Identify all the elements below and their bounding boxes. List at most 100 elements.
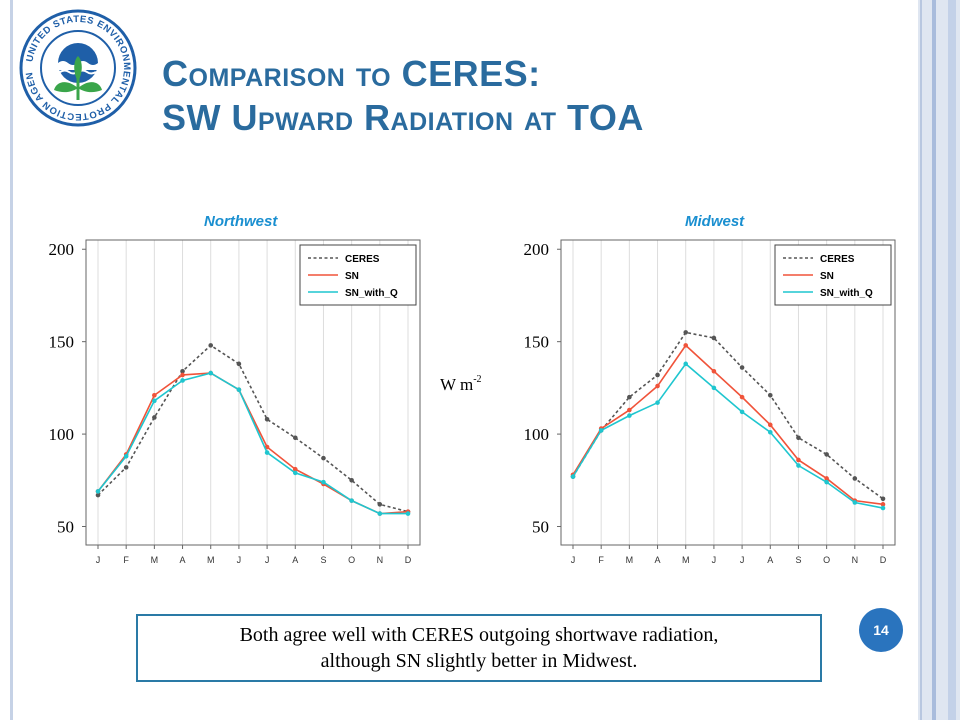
- data-point-ceres: [655, 372, 660, 378]
- data-point-sn_with_q: [655, 400, 660, 405]
- chart-northwest: 50 100 150 200 J F M A M J J A S O N D CERES SN SN_with_Q: [49, 239, 421, 565]
- data-point-ceres: [180, 368, 185, 374]
- callout-line2: although SN slightly better in Midwest.: [320, 650, 638, 672]
- data-point-sn_with_q: [180, 378, 185, 383]
- data-point-sn_with_q: [880, 505, 886, 511]
- legend-label-sn_with_q: SN_with_Q: [345, 288, 398, 299]
- data-point-sn: [152, 392, 157, 398]
- x-tick-label: D: [880, 555, 887, 565]
- slide-title: Comparison to CERES: SW Upward Radiation…: [162, 52, 862, 140]
- data-point-ceres: [880, 496, 886, 502]
- x-tick-label: J: [237, 555, 242, 565]
- chart-title-midwest: Midwest: [685, 213, 745, 230]
- data-point-sn: [880, 502, 886, 507]
- legend-label-sn_with_q: SN_with_Q: [820, 288, 873, 299]
- series-line-ceres: [572, 331, 884, 500]
- data-point-sn_with_q: [824, 479, 829, 485]
- epa-logo: UNITED STATES ENVIRONMENTAL PROTECTION A…: [18, 8, 137, 127]
- data-point-sn_with_q: [767, 429, 773, 435]
- data-point-sn_with_q: [264, 450, 270, 455]
- legend-label-sn: SN: [345, 271, 359, 282]
- data-point-ceres: [767, 392, 773, 398]
- x-tick-label: N: [852, 555, 859, 565]
- y-tick-label: 200: [524, 240, 550, 259]
- data-point-ceres: [321, 455, 326, 461]
- x-tick-label: J: [96, 555, 101, 565]
- series-line-sn: [97, 372, 409, 515]
- data-point-sn_with_q: [292, 470, 298, 476]
- data-point-ceres: [377, 502, 383, 507]
- x-tick-label: M: [151, 555, 159, 565]
- legend-box: [299, 244, 417, 306]
- x-tick-label: A: [655, 555, 661, 565]
- x-tick-label: A: [292, 555, 298, 565]
- chart-midwest: 50 100 150 200 J F M A M J J A S O N D CERES SN SN_with_Q: [524, 239, 896, 565]
- data-point-sn_with_q: [377, 511, 383, 516]
- data-point-sn_with_q: [152, 398, 157, 404]
- data-point-sn_with_q: [852, 500, 858, 505]
- x-tick-label: S: [320, 555, 326, 565]
- slide-frame-right: [918, 0, 960, 720]
- slide-title-line1: Comparison to CERES:: [162, 53, 541, 94]
- x-tick-label: O: [823, 555, 830, 565]
- x-tick-label: O: [348, 555, 355, 565]
- series-line-sn: [572, 344, 884, 506]
- x-tick-label: A: [180, 555, 186, 565]
- data-point-sn: [683, 343, 689, 348]
- x-tick-label: J: [740, 555, 745, 565]
- y-axis-label-exponent: -2: [473, 374, 482, 385]
- data-point-ceres: [95, 492, 101, 498]
- data-point-ceres: [852, 476, 858, 481]
- series-line-sn_with_q: [97, 372, 408, 515]
- data-point-sn_with_q: [349, 498, 354, 503]
- data-point-sn_with_q: [683, 361, 689, 367]
- y-tick-label: 100: [524, 425, 550, 444]
- x-tick-label: J: [265, 555, 270, 565]
- data-point-ceres: [208, 343, 214, 348]
- frame-stripe: [920, 0, 922, 720]
- data-point-sn_with_q: [627, 413, 632, 418]
- data-point-sn: [292, 466, 298, 472]
- data-point-ceres: [796, 435, 801, 441]
- x-tick-label: A: [767, 555, 773, 565]
- y-axis-label: W m-2: [440, 374, 482, 395]
- data-point-sn_with_q: [570, 474, 576, 479]
- x-tick-label: M: [682, 555, 690, 565]
- x-tick-label: D: [405, 555, 412, 565]
- data-point-ceres: [824, 452, 829, 457]
- data-point-sn: [180, 372, 185, 378]
- x-tick-label: N: [377, 555, 384, 565]
- data-point-sn_with_q: [739, 409, 745, 415]
- data-point-sn_with_q: [796, 463, 801, 468]
- x-tick-label: F: [123, 555, 129, 565]
- data-point-sn: [627, 407, 632, 413]
- y-axis-label-main: W m: [440, 375, 474, 394]
- data-point-sn: [655, 383, 660, 389]
- data-point-ceres: [739, 365, 745, 370]
- legend-label-sn: SN: [820, 271, 834, 282]
- x-tick-label: M: [207, 555, 215, 565]
- data-point-sn_with_q: [208, 370, 214, 376]
- data-point-sn: [767, 422, 773, 428]
- data-point-sn: [739, 394, 745, 400]
- y-tick-label: 50: [532, 518, 549, 537]
- slide-frame-left: [10, 0, 13, 720]
- plot-frame: [85, 239, 421, 546]
- data-point-sn_with_q: [123, 453, 129, 459]
- data-point-sn_with_q: [236, 387, 242, 393]
- slide-title-line2: SW Upward Radiation at TOA: [162, 97, 644, 138]
- frame-stripe: [948, 0, 956, 720]
- data-point-ceres: [264, 417, 270, 422]
- data-point-sn: [824, 476, 829, 481]
- data-point-ceres: [683, 330, 689, 335]
- data-point-sn_with_q: [405, 511, 411, 516]
- x-tick-label: S: [795, 555, 801, 565]
- y-tick-label: 50: [57, 518, 74, 537]
- data-point-ceres: [627, 394, 632, 400]
- data-point-ceres: [292, 435, 298, 441]
- plot-frame: [560, 239, 896, 546]
- legend-label-ceres: CERES: [820, 254, 855, 265]
- data-point-sn: [796, 457, 801, 463]
- x-tick-label: J: [712, 555, 717, 565]
- page-number-badge: 14: [859, 608, 903, 652]
